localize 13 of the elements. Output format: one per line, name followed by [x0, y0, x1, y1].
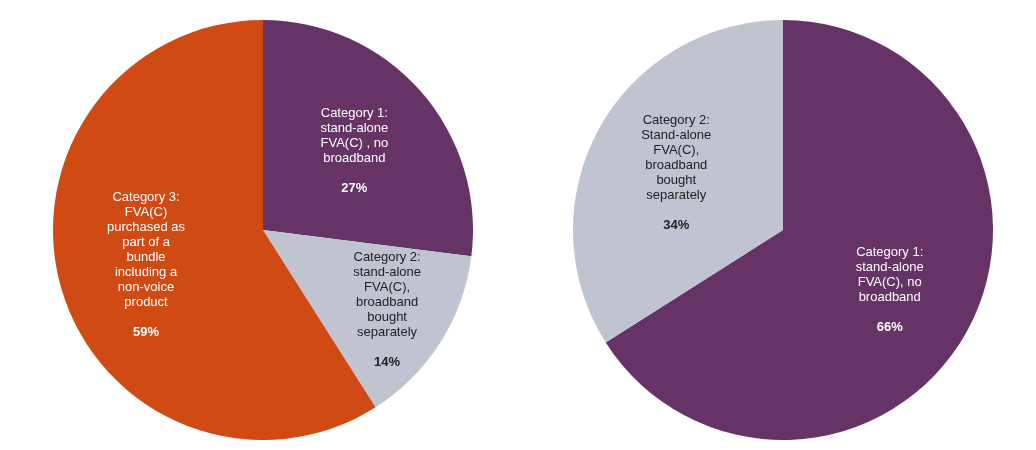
data-label: 34%	[663, 216, 690, 232]
pie-slice	[605, 20, 993, 440]
pie-slice	[263, 230, 472, 408]
slice-label: Category 1: stand-alone FVA(C), no broadband	[855, 243, 924, 304]
slice-label: Category 1: stand-alone FVA(C) , no broadband	[320, 104, 389, 165]
data-label: 59%	[133, 323, 160, 339]
data-label: 14%	[374, 353, 401, 369]
slice-label: Category 3: FVA(C) purchased as part of a bundle including a non-voice product	[107, 188, 186, 309]
data-label: 66%	[876, 318, 904, 334]
slice-label: Category 2: Stand-alone FVA(C), broadband bought separately	[641, 111, 712, 202]
pie-slice	[573, 20, 783, 343]
data-label: 27%	[341, 179, 368, 195]
slice-label: Category 2: stand-alone FVA(C), broadband bought separately	[353, 248, 422, 339]
